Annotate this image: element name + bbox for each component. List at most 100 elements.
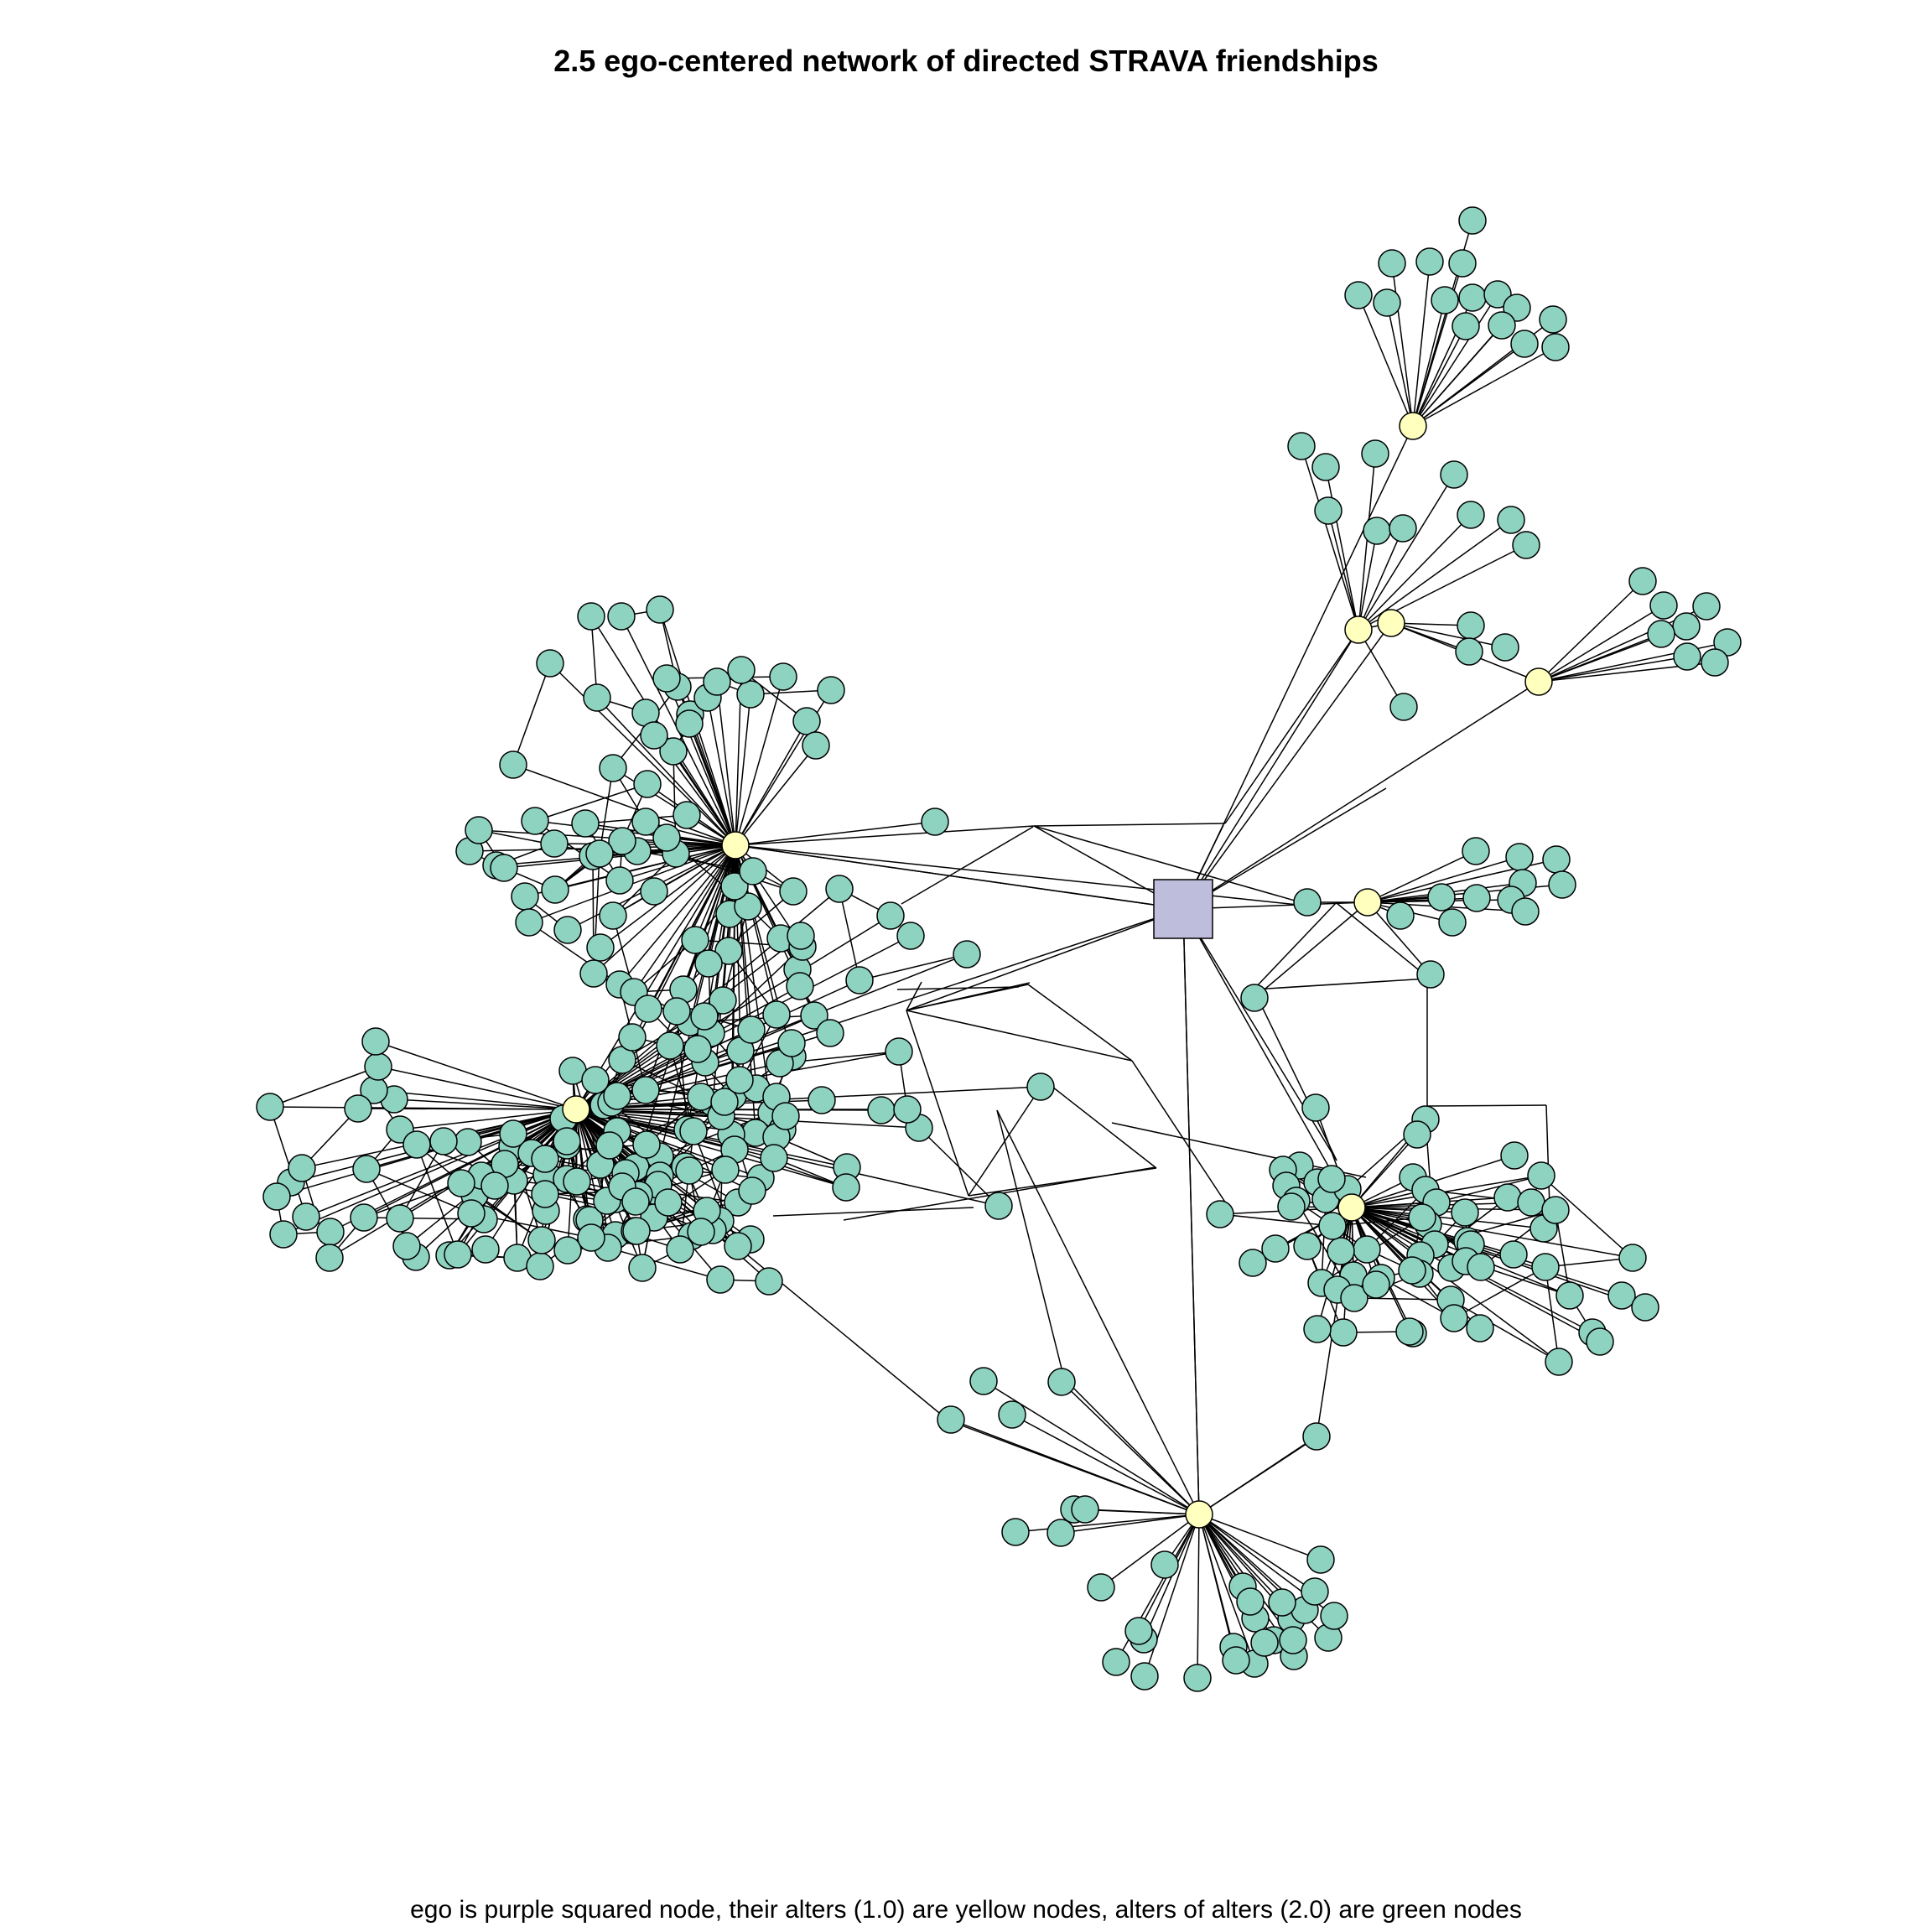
edge-cross-cluster	[735, 844, 1306, 906]
alter-of-alter-node	[1458, 206, 1487, 235]
edge-cross-cluster	[968, 1080, 1046, 1197]
alter-of-alter-node	[1183, 1664, 1212, 1692]
alter-of-alter-node	[586, 933, 615, 962]
alter-of-alter-node	[769, 662, 797, 691]
node-layer	[256, 206, 1742, 1692]
edge-alter-green	[1358, 530, 1378, 631]
alter-of-alter-node	[640, 877, 668, 906]
alter-of-alter-node	[633, 770, 662, 798]
alter-of-alter-node	[687, 1218, 715, 1246]
edge-alter-green	[1358, 629, 1405, 708]
alter-of-alter-node	[1462, 884, 1491, 912]
edge-alter-green	[1197, 1514, 1200, 1679]
alter-of-alter-node	[694, 949, 723, 978]
alter-of-alter-node	[581, 1066, 610, 1094]
edge-green-green	[599, 767, 614, 854]
alter-of-alter-node	[621, 1187, 650, 1216]
edge-alter-alter	[575, 844, 736, 1110]
alter-of-alter-node	[893, 1095, 922, 1124]
alter-of-alter-node	[1701, 648, 1729, 677]
edge-cross-cluster	[1253, 989, 1337, 1161]
alter-of-alter-node	[1327, 1237, 1355, 1265]
alter-of-alter-node	[471, 1235, 500, 1264]
alter-of-alter-node	[1302, 1422, 1331, 1451]
edge-alter-green	[983, 1380, 1200, 1515]
alter-of-alter-node	[679, 1117, 708, 1145]
edge-alter-green	[1538, 605, 1665, 683]
alter-of-alter-node	[921, 808, 949, 836]
alter-of-alter-node	[1607, 1281, 1636, 1310]
alter-of-alter-node	[760, 1144, 788, 1172]
alter-of-alter-node	[755, 1267, 783, 1296]
alter-of-alter-node	[666, 1235, 694, 1264]
edge-alter-green	[1538, 580, 1644, 683]
edge-alter-green	[1254, 901, 1368, 999]
alter-of-alter-node	[628, 1254, 657, 1282]
edge-ego-alter	[1182, 908, 1353, 1208]
alter-of-alter-node	[1415, 247, 1444, 276]
alter-of-alter-node	[654, 1188, 683, 1217]
edge-alter-green	[1358, 527, 1404, 631]
alter-of-alter-node	[608, 827, 636, 855]
alter-of-alter-node	[762, 1000, 791, 1029]
edge-alter-green	[1358, 514, 1472, 631]
alter-of-alter-node	[531, 1145, 559, 1173]
alter-of-alter-node	[631, 808, 660, 836]
alter-of-alter-node	[1047, 1368, 1076, 1396]
alter-of-alter-node	[605, 866, 634, 895]
alter-of-alter-node	[1462, 837, 1490, 865]
edge-alter-green	[1412, 325, 1467, 427]
alter-of-alter-node	[690, 1002, 719, 1031]
edge-cross-cluster	[1033, 825, 1307, 905]
edge-alter-green	[735, 821, 936, 846]
alter-of-alter-node	[352, 1155, 381, 1183]
alter-of-alter-node	[1130, 1662, 1159, 1690]
alter-of-alter-node	[1320, 1602, 1348, 1630]
edge-alter-green	[1386, 302, 1414, 427]
edge-alter-green	[1390, 622, 1506, 648]
alter-of-alter-node	[1314, 496, 1343, 525]
alter-of-alter-node	[1497, 506, 1525, 534]
alter-of-alter-node	[675, 709, 704, 738]
edge-alter-green	[716, 681, 736, 846]
edge-green-green	[607, 1247, 721, 1280]
edge-green-green	[1540, 1175, 1633, 1259]
alter-of-alter-node	[845, 966, 874, 995]
edge-alter-green	[1538, 656, 1688, 683]
edge-cross-cluster	[906, 908, 1184, 1011]
alter-of-alter-node	[1102, 1648, 1130, 1676]
alter-of-alter-node	[1488, 311, 1516, 340]
alter-of-alter-node	[361, 1027, 390, 1056]
alter-node	[721, 831, 750, 860]
edge-cross-cluster	[1224, 629, 1359, 824]
edge-alter-green	[694, 844, 736, 941]
alter-of-alter-node	[499, 750, 527, 779]
alter-of-alter-node	[777, 1029, 806, 1057]
edge-alter-green	[1351, 1207, 1560, 1363]
edge-alter-green	[600, 844, 736, 948]
alter-of-alter-node	[447, 1169, 475, 1197]
alter-of-alter-node	[1416, 960, 1445, 989]
alter-of-alter-node	[1427, 883, 1456, 911]
edge-alter-green	[735, 745, 817, 846]
edge-alter-green	[1358, 294, 1414, 427]
alter-of-alter-node	[1499, 1240, 1528, 1269]
edge-alter-green	[1351, 1207, 1545, 1229]
alter-of-alter-node	[1713, 628, 1742, 657]
alter-of-alter-node	[984, 1192, 1013, 1220]
edge-cross-cluster	[1182, 908, 1200, 1515]
edge-ego-alter	[1182, 681, 1540, 910]
alter-of-alter-node	[1329, 1318, 1358, 1347]
edge-alter-green	[534, 820, 736, 846]
edge-alter-green	[1412, 325, 1503, 427]
alter-of-alter-node	[724, 1232, 752, 1260]
edge-alter-green	[478, 829, 736, 846]
alter-of-alter-node	[1353, 1235, 1381, 1264]
alter-of-alter-node	[825, 875, 854, 903]
edge-cross-cluster	[901, 826, 1034, 905]
edge-green-green	[839, 888, 860, 981]
edge-ego-alter	[1182, 622, 1392, 910]
alter-of-alter-node	[603, 1082, 631, 1110]
alter-of-alter-node	[1527, 1161, 1555, 1190]
alter-of-alter-node	[896, 922, 925, 950]
